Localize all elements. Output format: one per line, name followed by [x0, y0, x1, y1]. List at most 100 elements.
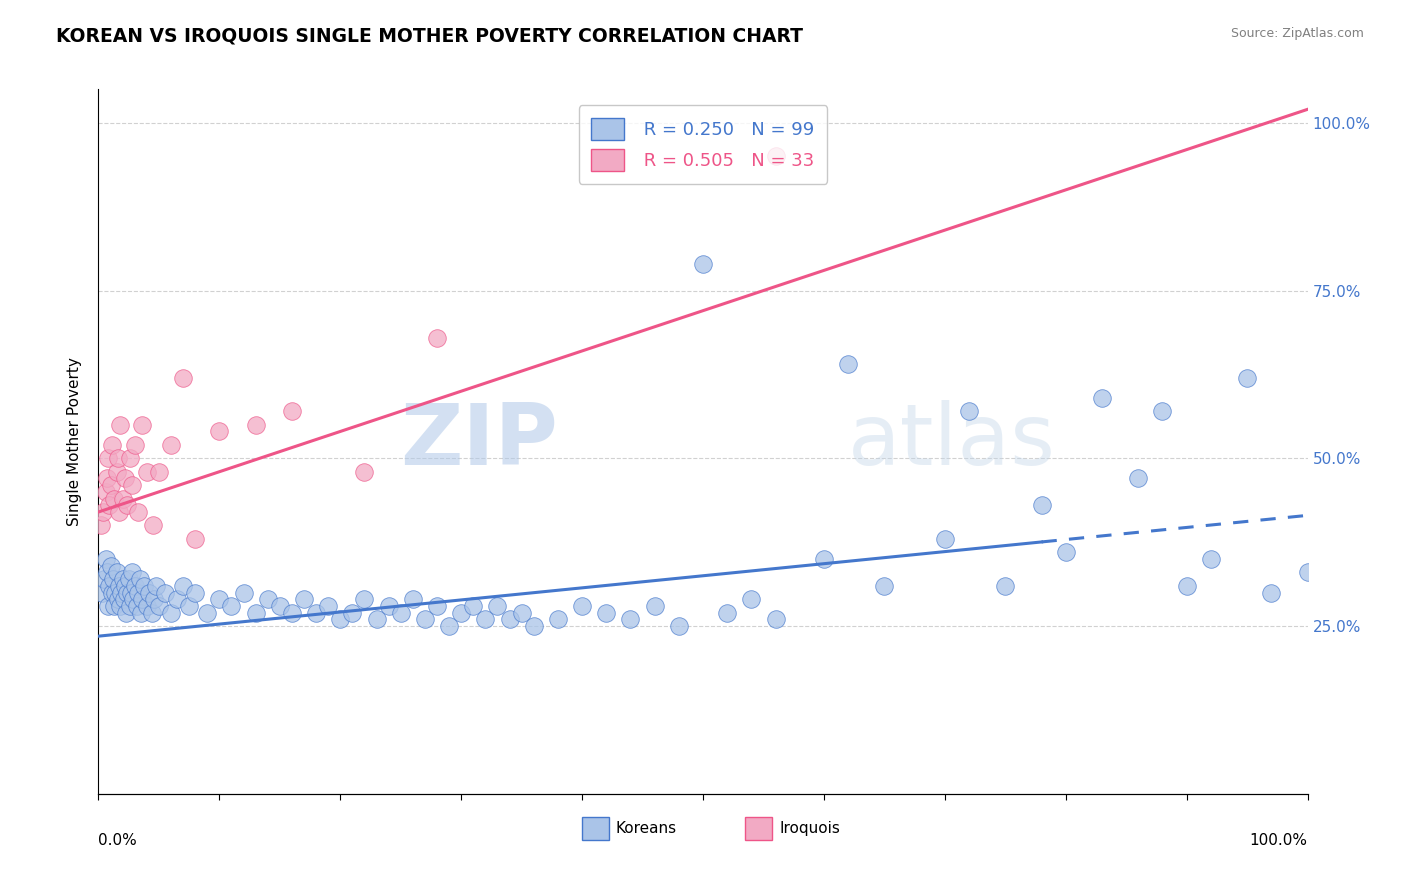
Point [934, 532, 956, 546]
Point [305, 606, 328, 620]
Point [108, 599, 131, 613]
Point [957, 404, 980, 418]
Point [138, 585, 160, 599]
Point [101, 572, 124, 586]
Point [96, 566, 118, 580]
Point [108, 417, 131, 432]
Point [269, 599, 291, 613]
Point [112, 592, 135, 607]
Point [426, 330, 449, 344]
Point [107, 592, 129, 607]
Point [474, 612, 496, 626]
Point [134, 579, 156, 593]
Point [131, 417, 153, 432]
Point [90, 518, 112, 533]
Point [668, 619, 690, 633]
Point [245, 417, 267, 432]
Point [208, 592, 231, 607]
Point [103, 599, 125, 613]
Point [93, 572, 115, 586]
Point [121, 478, 143, 492]
Point [98, 498, 121, 512]
Point [148, 599, 170, 613]
Point [117, 498, 139, 512]
Point [1054, 545, 1077, 559]
Point [105, 465, 128, 479]
Point [402, 592, 425, 607]
Point [97, 451, 120, 466]
Point [110, 585, 132, 599]
Text: ZIP: ZIP [401, 400, 558, 483]
Point [94, 552, 117, 566]
Text: Iroquois: Iroquois [779, 821, 839, 836]
Point [813, 552, 835, 566]
Point [184, 585, 207, 599]
Point [118, 451, 141, 466]
Point [765, 149, 787, 163]
Point [100, 585, 122, 599]
Point [329, 612, 352, 626]
Point [172, 371, 194, 385]
Point [366, 612, 388, 626]
Point [107, 451, 129, 466]
Point [91, 505, 114, 519]
Point [1236, 371, 1258, 385]
Text: Koreans: Koreans [616, 821, 678, 836]
Point [426, 599, 449, 613]
Point [118, 572, 141, 586]
Point [873, 579, 896, 593]
Point [281, 404, 304, 418]
Point [131, 592, 153, 607]
Text: Source: ZipAtlas.com: Source: ZipAtlas.com [1230, 27, 1364, 40]
Point [127, 585, 149, 599]
Point [342, 606, 364, 620]
Point [143, 592, 166, 607]
Point [292, 592, 315, 607]
Point [124, 579, 146, 593]
Point [184, 532, 207, 546]
Point [232, 585, 254, 599]
Point [135, 465, 157, 479]
Point [122, 592, 145, 607]
Point [994, 579, 1017, 593]
Text: atlas: atlas [848, 400, 1056, 483]
Point [179, 599, 201, 613]
Point [413, 612, 436, 626]
Point [1031, 498, 1053, 512]
Point [353, 592, 375, 607]
Point [160, 606, 183, 620]
Point [105, 566, 128, 580]
Point [716, 606, 738, 620]
Point [1175, 579, 1198, 593]
Point [108, 505, 131, 519]
Point [1260, 585, 1282, 599]
Point [1199, 552, 1222, 566]
Point [128, 572, 150, 586]
Point [1152, 404, 1174, 418]
Point [111, 491, 134, 506]
Point [141, 606, 163, 620]
Point [124, 438, 146, 452]
Point [644, 599, 666, 613]
Point [127, 599, 149, 613]
FancyBboxPatch shape [745, 817, 772, 839]
Point [104, 585, 127, 599]
Point [1091, 391, 1114, 405]
Point [595, 606, 617, 620]
Point [166, 592, 188, 607]
Point [765, 612, 787, 626]
Point [450, 606, 472, 620]
Text: 100.0%: 100.0% [1250, 832, 1308, 847]
FancyBboxPatch shape [582, 817, 609, 839]
Point [463, 599, 485, 613]
Point [498, 612, 520, 626]
Point [195, 606, 218, 620]
Point [145, 579, 167, 593]
Point [111, 572, 134, 586]
Point [740, 592, 762, 607]
Point [100, 478, 122, 492]
Point [91, 585, 114, 599]
Point [208, 425, 231, 439]
Point [120, 585, 142, 599]
Point [117, 585, 139, 599]
